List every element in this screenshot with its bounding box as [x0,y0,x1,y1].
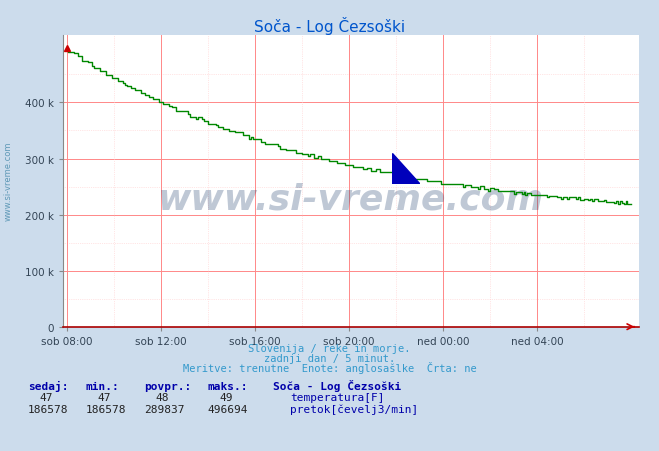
Text: Slovenija / reke in morje.: Slovenija / reke in morje. [248,343,411,353]
Text: www.si-vreme.com: www.si-vreme.com [158,182,544,216]
Text: 186578: 186578 [86,404,126,414]
Text: Soča - Log Čezsoški: Soča - Log Čezsoški [273,379,402,391]
Text: 289837: 289837 [144,404,184,414]
Text: 47: 47 [98,392,111,402]
Text: min.:: min.: [86,381,119,391]
Text: Meritve: trenutne  Enote: anglosašlke  Črta: ne: Meritve: trenutne Enote: anglosašlke Črt… [183,361,476,373]
Text: www.si-vreme.com: www.si-vreme.com [4,141,13,220]
Text: 48: 48 [156,392,169,402]
Text: zadnji dan / 5 minut.: zadnji dan / 5 minut. [264,353,395,363]
Text: 49: 49 [219,392,233,402]
Text: pretok[čevelj3/min]: pretok[čevelj3/min] [290,404,418,414]
Text: temperatura[F]: temperatura[F] [290,392,384,402]
Polygon shape [392,153,420,184]
Text: sedaj:: sedaj: [28,380,68,391]
Text: 47: 47 [40,392,53,402]
Text: povpr.:: povpr.: [144,381,191,391]
Text: 496694: 496694 [208,404,248,414]
Text: Soča - Log Čezsoški: Soča - Log Čezsoški [254,17,405,35]
Text: maks.:: maks.: [208,381,248,391]
Text: 186578: 186578 [28,404,68,414]
